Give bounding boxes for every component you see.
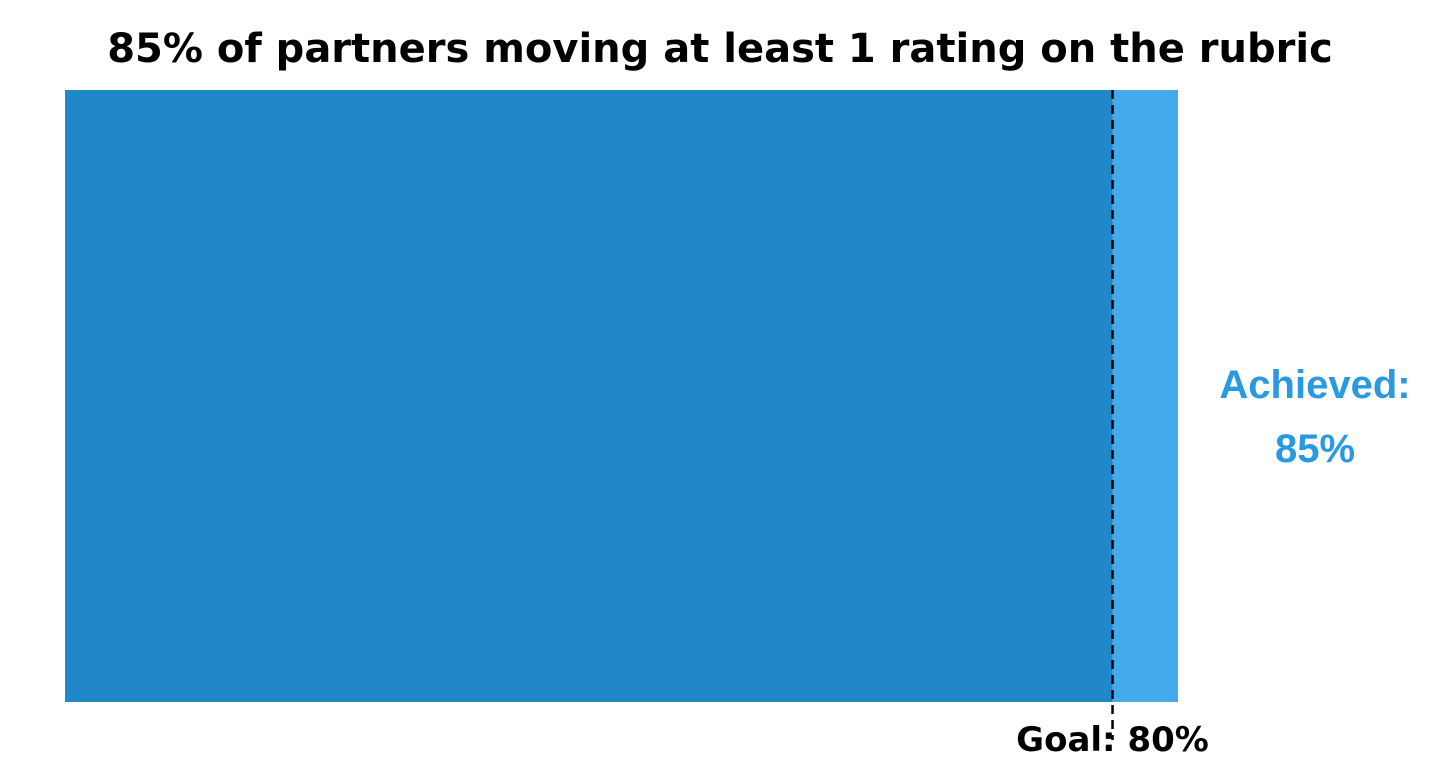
achieved-label: Achieved: (1219, 363, 1410, 407)
labels-group: Achieved: 85% Goal: 80% (1016, 363, 1410, 760)
goal-label: Goal: 80% (1016, 720, 1209, 760)
bars-group (65, 90, 1178, 702)
bar-segment-to-goal (65, 90, 1113, 702)
chart-title: 85% of partners moving at least 1 rating… (107, 26, 1333, 72)
bar-segment-beyond-goal (1112, 90, 1178, 702)
achieved-value-label: 85% (1275, 427, 1355, 471)
